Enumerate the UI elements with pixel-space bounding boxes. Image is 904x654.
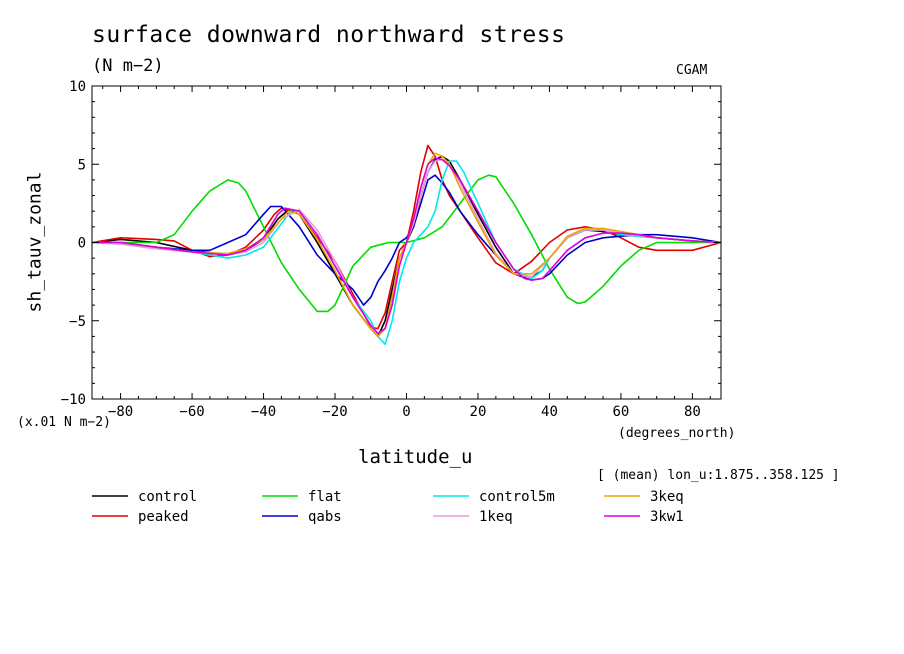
y-tick-label: 5 (78, 157, 86, 173)
x-tick-label: −60 (179, 404, 204, 420)
averaging-note: [ (mean) lon_u:1.875..358.125 ] (597, 468, 840, 483)
tick-layer: −80 −60 −40 −20 0 20 40 60 80 −10 −5 0 5 10 (61, 79, 721, 420)
legend-label-3kw1: 3kw1 (650, 509, 684, 525)
x-tick-label: −20 (322, 404, 347, 420)
title-units: (N m−2) (92, 56, 164, 76)
x-tick-label: 80 (684, 404, 701, 420)
legend-label-qabs: qabs (308, 509, 342, 525)
x-tick-label: 20 (470, 404, 487, 420)
x-axis-label: latitude_u (358, 446, 473, 468)
series-line-1keq (91, 158, 722, 338)
series-line-3kw1 (92, 157, 722, 335)
x-units-label: (degrees_north) (618, 426, 736, 441)
series-line-control5m (91, 160, 722, 346)
legend-label-flat: flat (308, 489, 342, 505)
legend-label-control5m: control5m (479, 489, 555, 505)
y-tick-label: −5 (69, 314, 86, 330)
y-tick-label: 10 (69, 79, 86, 95)
legend-label-control: control (138, 489, 197, 505)
legend-label-peaked: peaked (138, 509, 189, 525)
x-tick-label: −40 (251, 404, 276, 420)
source-label: CGAM (676, 63, 708, 78)
legend-label-3keq: 3keq (650, 489, 684, 505)
y-tick-label: −10 (61, 392, 86, 408)
y-tick-label: 0 (78, 236, 86, 252)
x-tick-label: 60 (613, 404, 630, 420)
chart-title: surface downward northward stress (92, 22, 566, 48)
legend-label-1keq: 1keq (479, 509, 513, 525)
x-tick-label: 40 (541, 404, 558, 420)
x-tick-label: 0 (402, 404, 410, 420)
legend: control peaked flat qabs control5m 1keq 3keq 3k… (92, 489, 684, 525)
y-scale-note: (x.01 N m−2) (17, 415, 111, 430)
series-layer (91, 144, 722, 346)
x-tick-label: −80 (108, 404, 133, 420)
